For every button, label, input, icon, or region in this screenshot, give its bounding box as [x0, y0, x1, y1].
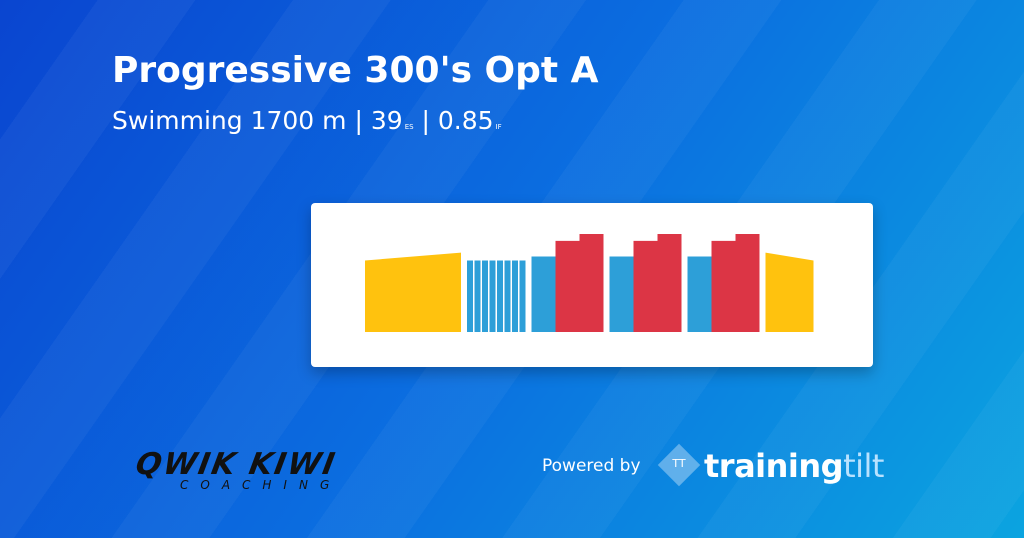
- interval: [609, 256, 634, 332]
- es-value: 39: [370, 106, 403, 135]
- interval: [555, 240, 580, 332]
- interval: [657, 234, 682, 332]
- interval: [711, 240, 736, 332]
- interval: [482, 260, 488, 332]
- interval: [519, 260, 526, 332]
- coach-logo: QWIK KIWI: [132, 447, 340, 482]
- brand-icon-text: TT: [672, 457, 686, 470]
- workout-chart-card: [311, 203, 873, 367]
- workout-title: Progressive 300's Opt A: [112, 50, 599, 91]
- workout-summary: Swimming 1700 m | 39 ES | 0.85 IF: [112, 106, 502, 135]
- interval: [687, 256, 712, 332]
- interval: [365, 252, 461, 332]
- interval: [579, 234, 604, 332]
- interval: [474, 260, 481, 332]
- interval: [497, 260, 503, 332]
- interval: [467, 260, 473, 332]
- workout-chart: [365, 234, 814, 332]
- brand-main: training: [704, 447, 844, 485]
- if-value: 0.85: [437, 106, 494, 135]
- brand-accent: tilt: [843, 447, 884, 485]
- brand-logo[interactable]: trainingtilt: [704, 447, 884, 485]
- separator: |: [354, 106, 363, 135]
- interval: [633, 240, 658, 332]
- interval: [489, 260, 496, 332]
- interval: [735, 234, 760, 332]
- if-label: IF: [495, 123, 502, 131]
- interval: [512, 260, 518, 332]
- powered-by: Powered by: [542, 456, 641, 476]
- distance: 1700 m: [250, 106, 347, 135]
- interval: [765, 252, 814, 332]
- interval: [531, 256, 556, 332]
- interval: [504, 260, 511, 332]
- sport: Swimming: [112, 106, 243, 135]
- es-label: ES: [404, 123, 414, 131]
- separator: |: [421, 106, 430, 135]
- coach-logo-sub: COACHING: [180, 478, 342, 492]
